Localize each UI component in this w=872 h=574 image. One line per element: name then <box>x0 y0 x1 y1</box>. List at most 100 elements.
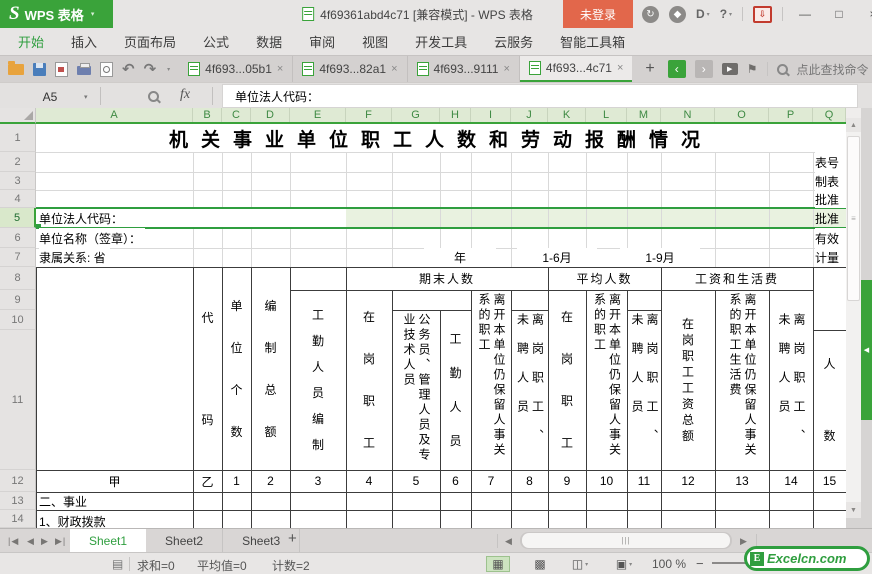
cell-row13[interactable]: 二、事业 <box>39 494 88 509</box>
cell-side-label-5[interactable]: 批准 <box>815 211 840 226</box>
scroll-down-button[interactable]: ▼ <box>846 502 861 518</box>
row-header-6[interactable]: 6 <box>0 228 36 248</box>
export-pdf-icon[interactable] <box>55 61 68 77</box>
cell-row12-A[interactable]: 甲 <box>108 474 121 489</box>
next-tab-button[interactable]: › <box>694 60 713 78</box>
column-header-I[interactable]: I <box>471 108 511 122</box>
print-icon[interactable] <box>77 63 91 75</box>
select-all-corner[interactable] <box>0 108 36 124</box>
chevron-down-icon[interactable]: ▾ <box>90 11 95 18</box>
fill-handle[interactable] <box>36 224 41 229</box>
horizontal-scrollbar-track[interactable]: ||| <box>520 532 732 549</box>
add-sheet-button[interactable]: + <box>288 530 297 547</box>
column-header-B[interactable]: B <box>193 108 222 122</box>
cell-year[interactable]: 年 <box>424 248 496 267</box>
header-cell[interactable]: 离开本单位仍保留人事关系的职工 <box>592 293 622 458</box>
row-header-8[interactable]: 8 <box>0 267 36 290</box>
task-pane-collapse-button[interactable]: ◀ <box>861 280 872 420</box>
header-cell[interactable]: 公务员、管理人员及专业技术人员 <box>402 313 431 463</box>
row-header-9[interactable]: 9 <box>0 290 36 310</box>
menu-item-开发工具[interactable]: 开发工具 <box>415 35 468 50</box>
member-icon[interactable]: ◆ <box>669 5 686 23</box>
row-header-13[interactable]: 13 <box>0 492 36 510</box>
cell-sheet-title[interactable]: 机关事业单位职工人数和劳动报酬情况 <box>168 129 713 151</box>
header-cell[interactable]: 工勤人员编制 <box>311 308 324 452</box>
menu-item-开始[interactable]: 开始 <box>18 35 45 50</box>
menu-item-数据[interactable]: 数据 <box>256 35 283 50</box>
cell-unit-name[interactable]: 单位名称（签章）： <box>39 228 146 248</box>
document-tab-2[interactable]: 4f693...82a1 × <box>293 55 408 83</box>
column-header-G[interactable]: G <box>392 108 440 122</box>
cell-row12-G[interactable]: 5 <box>412 474 420 488</box>
close-button[interactable]: × <box>861 0 872 28</box>
column-header-O[interactable]: O <box>715 108 769 122</box>
zoom-out-button[interactable]: − <box>696 556 704 571</box>
wps-app-menu-button[interactable]: S WPS 表格 ▾ <box>0 0 113 28</box>
column-header-A[interactable]: A <box>36 108 193 122</box>
view-pagebreak-button[interactable]: ▩ <box>534 557 546 571</box>
cell-side-label-7[interactable]: 计量 <box>815 248 846 267</box>
header-group-cell[interactable]: 期末人数 <box>418 272 475 286</box>
column-header-H[interactable]: H <box>440 108 471 122</box>
toolbar-options-icon[interactable]: ▾ <box>167 66 171 73</box>
row-header-4[interactable]: 4 <box>0 190 36 208</box>
selection-stats-icon[interactable]: ▤ <box>112 557 124 571</box>
cell-row12-E[interactable]: 3 <box>314 474 322 488</box>
menu-item-审阅[interactable]: 审阅 <box>309 35 336 50</box>
close-tab-icon[interactable]: × <box>503 63 510 75</box>
header-cell[interactable]: 代码 <box>201 310 214 427</box>
column-header-J[interactable]: J <box>511 108 548 122</box>
row-header-2[interactable]: 2 <box>0 152 36 172</box>
scroll-up-button[interactable]: ▲ <box>846 118 861 132</box>
header-cell[interactable]: 在岗职工 <box>362 310 375 450</box>
sheet-tab-Sheet2[interactable]: Sheet2 <box>146 529 224 552</box>
cell-affiliation[interactable]: 隶属关系: 省 <box>39 248 110 267</box>
header-cell[interactable]: 在岗职工工资总额 <box>681 317 694 443</box>
maximize-button[interactable]: □ <box>835 7 843 21</box>
menu-item-公式[interactable]: 公式 <box>203 35 230 50</box>
column-header-P[interactable]: P <box>769 108 813 122</box>
header-cell[interactable]: 单位个数 <box>230 298 243 439</box>
menu-item-云服务[interactable]: 云服务 <box>494 35 534 50</box>
cell-row12-B[interactable]: 乙 <box>201 474 214 489</box>
skin-button[interactable]: D ▾ <box>696 7 710 21</box>
column-header-Q[interactable]: Q <box>813 108 846 122</box>
header-cell[interactable]: 编制总额 <box>264 298 277 439</box>
document-tab-3[interactable]: 4f693...9111 × <box>408 55 520 83</box>
vertical-scrollbar-thumb[interactable]: ≡ <box>847 136 860 301</box>
prev-tab-button[interactable]: ‹ <box>667 60 686 78</box>
cell-row12-C[interactable]: 1 <box>233 474 240 488</box>
horizontal-scrollbar-thumb[interactable]: ||| <box>522 533 730 548</box>
presentation-play-icon[interactable]: ▶ <box>721 63 738 75</box>
prev-sheet-button[interactable]: ◀ <box>27 536 35 546</box>
zoom-slider[interactable] <box>712 562 750 564</box>
header-cell[interactable]: 离开本单位仍保留人事关系的职工 <box>477 293 506 458</box>
document-tab-1[interactable]: 4f693...05b1 × <box>179 55 294 83</box>
cell-row12-K[interactable]: 9 <box>563 474 571 488</box>
cell-side-label-2[interactable]: 表号 <box>815 152 846 172</box>
redo-icon[interactable]: ↷ <box>143 61 157 78</box>
header-cell[interactable]: 在岗职工 <box>560 310 573 450</box>
help-button[interactable]: ? ▾ <box>720 7 732 21</box>
column-header-F[interactable]: F <box>346 108 392 122</box>
row-header-12[interactable]: 12 <box>0 470 36 492</box>
document-tab-4[interactable]: 4f693...4c71 × <box>519 55 633 83</box>
name-box[interactable]: A5 ▾ <box>0 84 96 109</box>
row-header-11[interactable]: 11 <box>0 330 36 470</box>
hscroll-right-button[interactable]: ▶ <box>740 536 748 546</box>
cell-row12-P[interactable]: 14 <box>784 474 798 488</box>
column-header-N[interactable]: N <box>661 108 715 122</box>
undo-icon[interactable]: ↶ <box>122 61 135 78</box>
split-handle[interactable] <box>846 108 861 118</box>
row-header-5[interactable]: 5 <box>0 208 36 228</box>
cell-row12-M[interactable]: 11 <box>637 474 651 488</box>
header-cell[interactable]: 离岗职工、未聘人员 <box>630 313 659 458</box>
menu-item-智能工具箱[interactable]: 智能工具箱 <box>560 35 626 50</box>
view-normal-button[interactable]: ▦ <box>486 556 510 572</box>
cell-row12-H[interactable]: 6 <box>452 474 459 488</box>
cell-side-label-4[interactable]: 批准 <box>815 190 846 208</box>
sheet-tab-Sheet3[interactable]: Sheet3 <box>223 529 301 552</box>
row-header-7[interactable]: 7 <box>0 248 36 267</box>
cell-row12-I[interactable]: 7 <box>487 474 495 488</box>
save-icon[interactable] <box>33 62 46 76</box>
